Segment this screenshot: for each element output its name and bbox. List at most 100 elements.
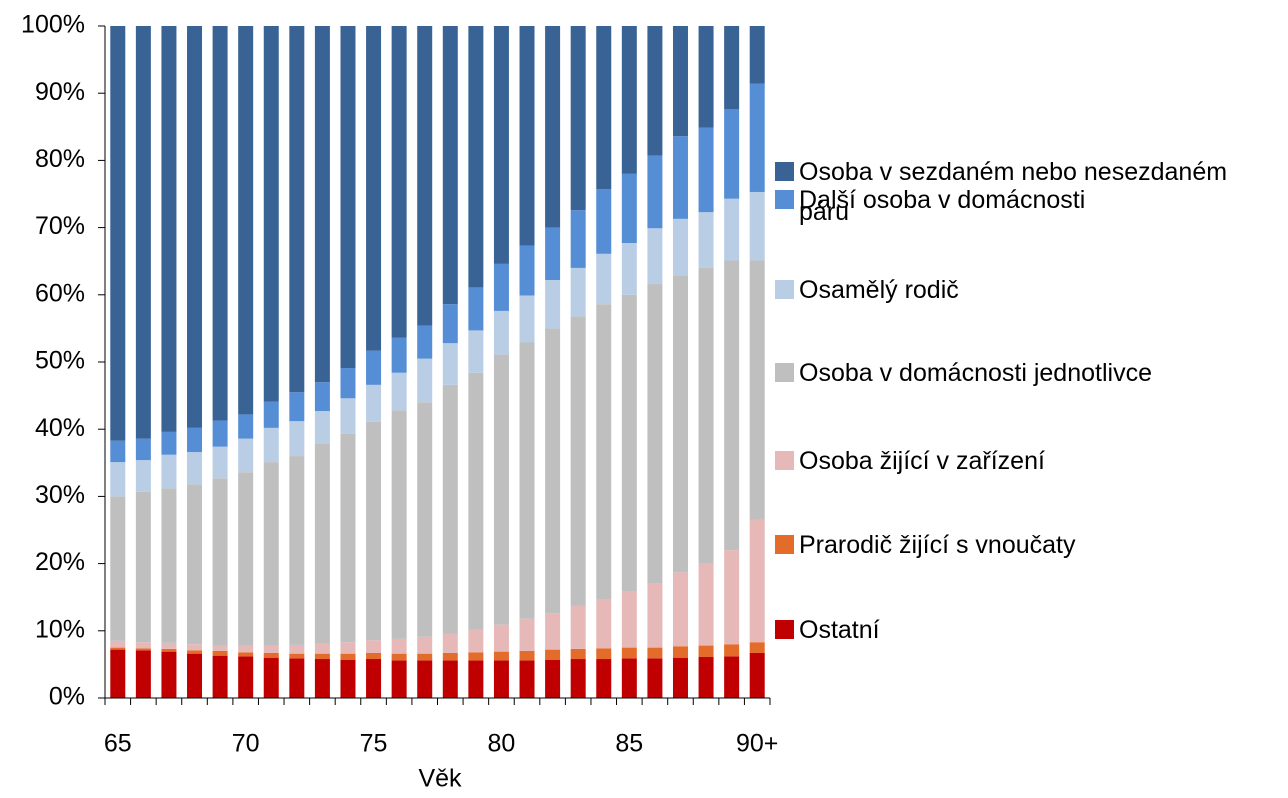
- legend-label: Osoba v sezdaném nebo nesezdaném páru: [799, 158, 1228, 226]
- bar-segment: [289, 658, 305, 698]
- bar-segment: [493, 26, 509, 264]
- bar-segment: [161, 431, 177, 455]
- bar-segment: [621, 243, 637, 295]
- bar-segment: [647, 155, 663, 229]
- bar-segment: [545, 659, 561, 698]
- bar-segment: [187, 644, 203, 651]
- bar-segment: [135, 648, 151, 651]
- y-tick-label: 90%: [35, 78, 85, 106]
- bar-segment: [110, 649, 126, 698]
- bar-segment: [314, 643, 330, 654]
- legend-entry: Osamělý rodič: [775, 270, 1280, 310]
- bar-segment: [749, 642, 765, 653]
- bar-segment: [570, 605, 586, 649]
- bar-segment: [366, 421, 382, 641]
- bar-segment: [187, 650, 203, 654]
- y-tick-label: 50%: [35, 347, 85, 375]
- legend-label: Ostatní: [799, 616, 880, 644]
- bar-segment: [391, 337, 407, 373]
- y-tick-label: 30%: [35, 481, 85, 509]
- bar-segment: [340, 642, 356, 654]
- bar-segment: [161, 648, 177, 652]
- bar-segment: [391, 660, 407, 698]
- y-tick-label: 100%: [21, 11, 85, 39]
- bar-segment: [314, 653, 330, 660]
- bar-segment: [391, 638, 407, 654]
- bar-segment: [621, 294, 637, 592]
- bar-segment: [621, 26, 637, 174]
- bar-segment: [698, 267, 714, 564]
- bar-segment: [442, 384, 458, 634]
- bar-segment: [647, 583, 663, 648]
- bar-segment: [545, 328, 561, 614]
- bar-segment: [519, 660, 535, 698]
- legend-swatch: [775, 280, 794, 299]
- bar-segment: [314, 659, 330, 698]
- bar-segment: [442, 26, 458, 305]
- bar-segment: [672, 572, 688, 647]
- bar-segment: [314, 26, 330, 383]
- bar-segment: [314, 411, 330, 444]
- bar-segment: [110, 640, 126, 648]
- legend-label: Prarodič žijící s vnoučaty: [799, 531, 1076, 559]
- y-tick-label: 20%: [35, 548, 85, 576]
- bar-segment: [442, 652, 458, 661]
- bar-segment: [724, 109, 740, 199]
- bar-segment: [596, 599, 612, 649]
- bar-segment: [442, 343, 458, 385]
- legend-entry: Osoba v domácnosti jednotlivce: [775, 353, 1280, 393]
- bar-segment: [289, 392, 305, 422]
- bar-segment: [187, 653, 203, 698]
- bar-segment: [493, 310, 509, 355]
- bar-segment: [442, 633, 458, 653]
- bar-segment: [110, 647, 126, 650]
- bar-segment: [135, 460, 151, 492]
- bar-segment: [468, 660, 484, 698]
- bar-segment: [698, 563, 714, 646]
- x-tick-label: 65: [104, 730, 132, 758]
- bar-segment: [238, 472, 254, 646]
- bar-segment: [263, 462, 279, 646]
- bar-segment: [647, 228, 663, 285]
- legend-label: Osoba žijící v zařízení: [799, 447, 1045, 475]
- bar-segment: [263, 657, 279, 698]
- bar-segment: [238, 438, 254, 473]
- bar-segment: [493, 624, 509, 652]
- bar-segment: [621, 658, 637, 698]
- bar-segment: [570, 648, 586, 660]
- bar-segment: [289, 421, 305, 457]
- bar-segment: [135, 491, 151, 643]
- bar-segment: [340, 433, 356, 643]
- y-tick-label: 60%: [35, 279, 85, 307]
- legend-label: Osamělý rodič: [799, 276, 959, 304]
- legend-swatch: [775, 451, 794, 470]
- bar-segment: [672, 26, 688, 137]
- bar-segment: [263, 401, 279, 428]
- bar-segment: [724, 550, 740, 645]
- bar-segment: [468, 629, 484, 653]
- bar-segment: [263, 652, 279, 658]
- bar-segment: [468, 330, 484, 373]
- bar-segment: [110, 26, 126, 441]
- y-tick-label: 40%: [35, 414, 85, 442]
- bar-segment: [161, 454, 177, 489]
- bar-segment: [519, 295, 535, 343]
- bar-segment: [519, 245, 535, 296]
- bar-segment: [570, 659, 586, 698]
- bar-segment: [417, 358, 433, 403]
- bar-segment: [698, 127, 714, 213]
- y-tick-label: 70%: [35, 212, 85, 240]
- bar-segment: [672, 646, 688, 658]
- bar-segment: [212, 645, 228, 651]
- bar-segment: [161, 651, 177, 698]
- bar-segment: [596, 648, 612, 660]
- y-tick-label: 0%: [49, 683, 85, 711]
- bar-segment: [314, 382, 330, 412]
- x-axis-label: Věk: [418, 765, 462, 793]
- bar-segment: [391, 26, 407, 338]
- legend-swatch: [775, 620, 794, 639]
- bar-segment: [187, 452, 203, 485]
- bar-segment: [596, 304, 612, 600]
